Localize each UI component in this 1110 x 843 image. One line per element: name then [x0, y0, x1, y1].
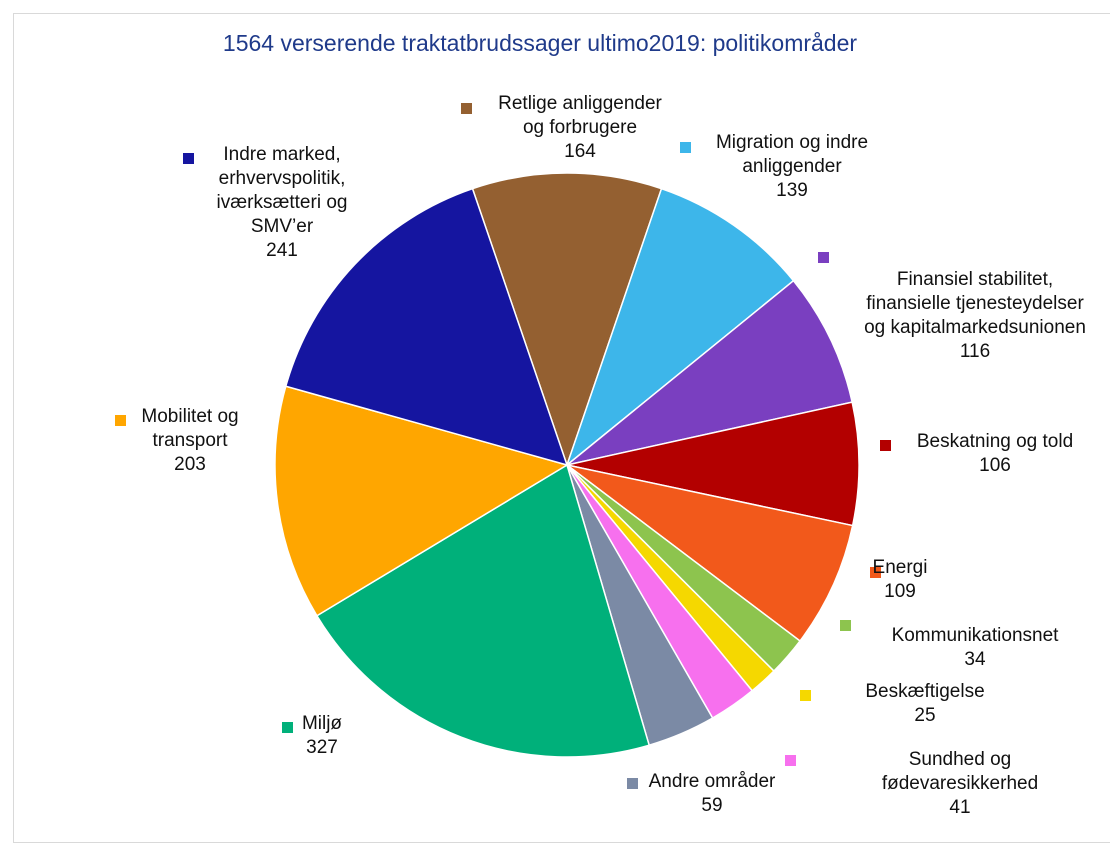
data-label: Mobilitet og transport 203 [141, 405, 238, 477]
value-label: 241 [266, 240, 298, 261]
data-label: Sundhed og fødevaresikkerhed 41 [882, 748, 1038, 820]
value-label: 139 [776, 180, 808, 201]
legend-marker [627, 778, 638, 789]
category-label: Migration og indre anliggender [715, 132, 869, 177]
data-label: Retlige anliggender og forbrugere 164 [498, 92, 662, 164]
value-label: 203 [174, 454, 206, 475]
value-label: 25 [914, 705, 936, 726]
data-label: Beskatning og told 106 [917, 430, 1073, 478]
category-label: Beskatning og told [916, 431, 1074, 452]
pie-slice [274, 385, 569, 617]
legend-marker [785, 755, 796, 766]
pie-slice [315, 463, 651, 758]
data-label: Andre områder 59 [649, 770, 776, 818]
value-label: 327 [306, 737, 338, 758]
category-label: Energi [872, 557, 928, 578]
category-label: Kommunikationsnet [891, 625, 1059, 646]
value-label: 59 [701, 795, 723, 816]
pie-slice [565, 187, 795, 468]
pie-slice [284, 187, 569, 467]
data-label: Energi 109 [873, 556, 928, 604]
pie-slice [471, 172, 663, 468]
value-label: 109 [884, 581, 916, 602]
value-label: 34 [964, 649, 986, 670]
data-label: Miljø 327 [302, 712, 342, 760]
category-label: Andre områder [648, 771, 776, 792]
chart-title: 1564 verserende traktatbrudssager ultimo… [222, 30, 858, 56]
value-label: 164 [564, 141, 596, 162]
data-label: Migration og indre anliggender 139 [716, 131, 868, 203]
category-label: Miljø [301, 713, 343, 734]
legend-marker [680, 142, 691, 153]
pie-slice [566, 464, 854, 643]
legend-marker [115, 415, 126, 426]
legend-marker [818, 252, 829, 263]
category-label: Mobilitet og transport [141, 406, 239, 451]
legend-marker [870, 567, 881, 578]
pie-slice [566, 401, 860, 527]
legend-marker [282, 722, 293, 733]
legend-marker [800, 690, 811, 701]
category-label: Sundhed og fødevaresikkerhed [881, 749, 1039, 794]
value-label: 41 [949, 797, 971, 818]
value-label: 106 [979, 455, 1011, 476]
category-label: Finansiel stabilitet, finansielle tjenes… [864, 269, 1086, 338]
legend-marker [461, 103, 472, 114]
legend-marker [840, 620, 851, 631]
data-label: Finansiel stabilitet, finansielle tjenes… [864, 268, 1086, 364]
data-label: Indre marked, erhvervspolitik, iværksætt… [217, 143, 348, 263]
data-label: Kommunikationsnet 34 [892, 624, 1059, 672]
value-label: 116 [959, 341, 991, 362]
legend-marker [880, 440, 891, 451]
category-label: Retlige anliggender og forbrugere [498, 93, 662, 138]
pie-slice [566, 279, 854, 466]
category-label: Beskæftigelse [865, 681, 985, 702]
category-label: Indre marked, erhvervspolitik, iværksætt… [216, 144, 348, 237]
data-label: Beskæftigelse 25 [865, 680, 984, 728]
legend-marker [183, 153, 194, 164]
